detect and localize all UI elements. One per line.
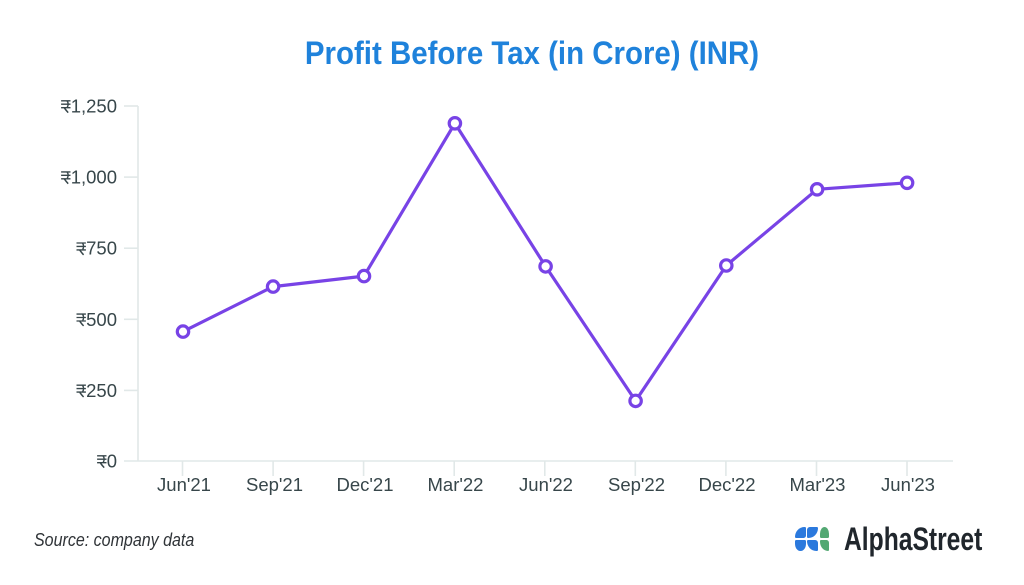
svg-text:Dec'21: Dec'21 [336, 474, 393, 495]
svg-text:1,000: 1,000 [71, 167, 117, 188]
svg-text:0: 0 [107, 451, 117, 472]
svg-text:250: 250 [86, 380, 117, 401]
svg-text:Mar'22: Mar'22 [428, 474, 484, 495]
svg-text:Sep'22: Sep'22 [608, 474, 665, 495]
svg-text:Jun'23: Jun'23 [881, 474, 935, 495]
svg-text:Mar'23: Mar'23 [790, 474, 846, 495]
svg-text:Sep'21: Sep'21 [246, 474, 303, 495]
svg-text:Jun'22: Jun'22 [519, 474, 573, 495]
svg-text:Jun'21: Jun'21 [157, 474, 211, 495]
svg-text:1,250: 1,250 [71, 96, 117, 117]
svg-text:Dec'22: Dec'22 [698, 474, 755, 495]
svg-text:750: 750 [86, 238, 117, 259]
svg-text:500: 500 [86, 309, 117, 330]
